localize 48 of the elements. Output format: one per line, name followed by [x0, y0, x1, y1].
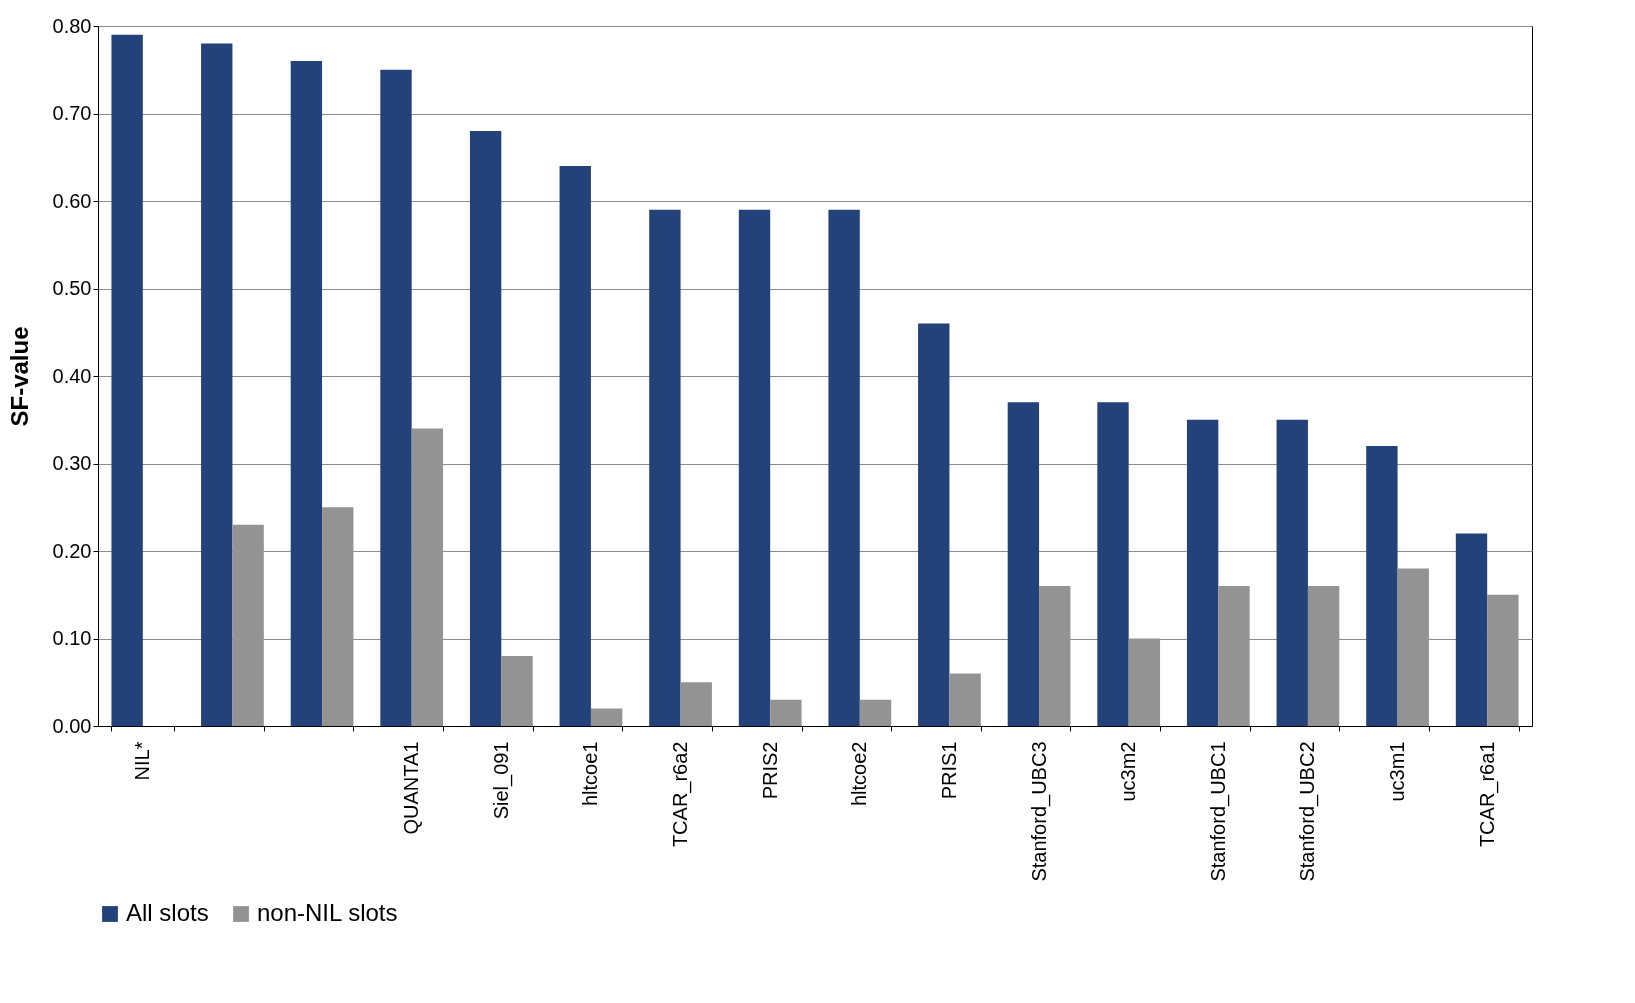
bar — [111, 34, 143, 726]
bar — [1186, 419, 1219, 726]
legend-label: All slots — [126, 899, 209, 926]
bar — [770, 699, 802, 726]
bar — [201, 43, 233, 726]
y-tick-label: 0.30 — [52, 452, 92, 474]
legend-label: non-NIL slots — [257, 899, 398, 926]
x-tick-label: TCAR_r6a1 — [1475, 741, 1499, 848]
x-tick-label: TCAR_r6a2 — [669, 741, 693, 848]
y-tick-label: 0.20 — [52, 539, 92, 562]
bar — [1097, 402, 1129, 726]
y-tick-label: 0.50 — [52, 277, 92, 299]
y-tick-label: 0.10 — [52, 627, 92, 649]
x-tick-label: hltcoe2 — [848, 741, 871, 806]
bar — [738, 209, 771, 726]
y-tick-label: 0.00 — [52, 714, 92, 737]
bar — [559, 166, 591, 726]
bar — [469, 131, 502, 726]
x-tick-label: Siel_091 — [489, 741, 513, 820]
bar — [828, 209, 860, 726]
bar — [949, 673, 981, 726]
x-tick-label: NIL* — [131, 741, 154, 781]
x-tick-label: uc3m2 — [1117, 741, 1140, 802]
bar — [380, 69, 412, 726]
y-tick-label: 0.70 — [52, 102, 92, 124]
x-tick-label: PRIS1 — [937, 741, 960, 800]
bar — [859, 699, 892, 726]
bar — [649, 209, 681, 726]
bar — [501, 656, 533, 726]
bar — [918, 323, 950, 726]
bar — [1366, 446, 1398, 726]
x-tick-label: PRIS2 — [758, 741, 781, 800]
y-axis-title: SF-value — [5, 326, 33, 427]
x-tick-label: Stanford_UBC3 — [1027, 741, 1051, 882]
bar — [1455, 533, 1488, 726]
bar — [1276, 419, 1308, 726]
y-tick-label: 0.60 — [52, 189, 92, 212]
bar — [680, 682, 712, 726]
bar — [1007, 402, 1040, 726]
y-tick-label: 0.40 — [52, 364, 92, 387]
x-tick-label: Stanford_UBC2 — [1296, 741, 1320, 882]
x-tick-label: QUANTA1 — [400, 741, 423, 835]
x-tick-label: uc3m1 — [1386, 741, 1409, 802]
bar — [290, 61, 323, 726]
x-tick-label: Stanford_UBC1 — [1206, 741, 1230, 882]
x-tick-label: hltcoe1 — [579, 741, 602, 806]
bar — [590, 708, 623, 726]
y-tick-label: 0.80 — [52, 14, 92, 37]
